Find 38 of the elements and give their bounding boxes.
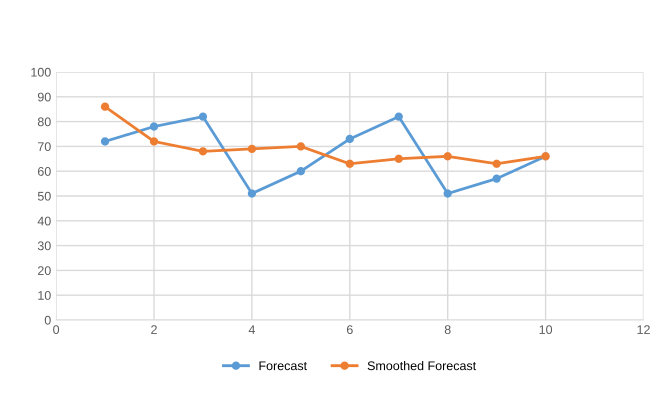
x-tick-label: 4 bbox=[248, 325, 256, 334]
point bbox=[346, 160, 354, 168]
y-tick-label: 80 bbox=[38, 117, 51, 126]
y-tick-label: 10 bbox=[38, 291, 51, 300]
legend-label: Forecast bbox=[259, 361, 307, 370]
y-tick-label: 50 bbox=[38, 192, 51, 201]
point bbox=[100, 137, 110, 146]
y-tick-label: 20 bbox=[38, 266, 51, 276]
y-tick-label: 100 bbox=[31, 68, 51, 77]
point bbox=[394, 112, 403, 121]
point bbox=[198, 112, 208, 121]
y-tick-label: 40 bbox=[38, 216, 51, 226]
point bbox=[198, 147, 208, 156]
point bbox=[444, 189, 452, 198]
point bbox=[394, 154, 403, 163]
y-tick-label: 90 bbox=[38, 92, 51, 102]
point bbox=[150, 122, 158, 131]
point bbox=[492, 174, 501, 183]
x-tick-label: 12 bbox=[638, 325, 650, 334]
point bbox=[100, 102, 110, 111]
point bbox=[248, 144, 256, 154]
y-tick-label: 60 bbox=[38, 167, 51, 176]
x-tick-label: 6 bbox=[346, 325, 353, 334]
x-tick-label: 8 bbox=[444, 325, 451, 334]
point bbox=[492, 160, 501, 168]
point bbox=[248, 189, 256, 198]
point bbox=[150, 137, 158, 146]
point bbox=[296, 167, 306, 176]
point bbox=[444, 152, 452, 160]
y-tick-label: 0 bbox=[44, 316, 51, 325]
x-tick-label: 10 bbox=[540, 325, 552, 334]
legend-label: Smoothed Forecast bbox=[368, 361, 476, 370]
y-tick-label: 30 bbox=[38, 241, 51, 250]
point bbox=[346, 134, 354, 144]
x-tick-label: 0 bbox=[53, 325, 60, 334]
point bbox=[296, 142, 306, 151]
y-tick-label: 70 bbox=[38, 142, 51, 152]
x-tick-label: 2 bbox=[151, 325, 157, 334]
